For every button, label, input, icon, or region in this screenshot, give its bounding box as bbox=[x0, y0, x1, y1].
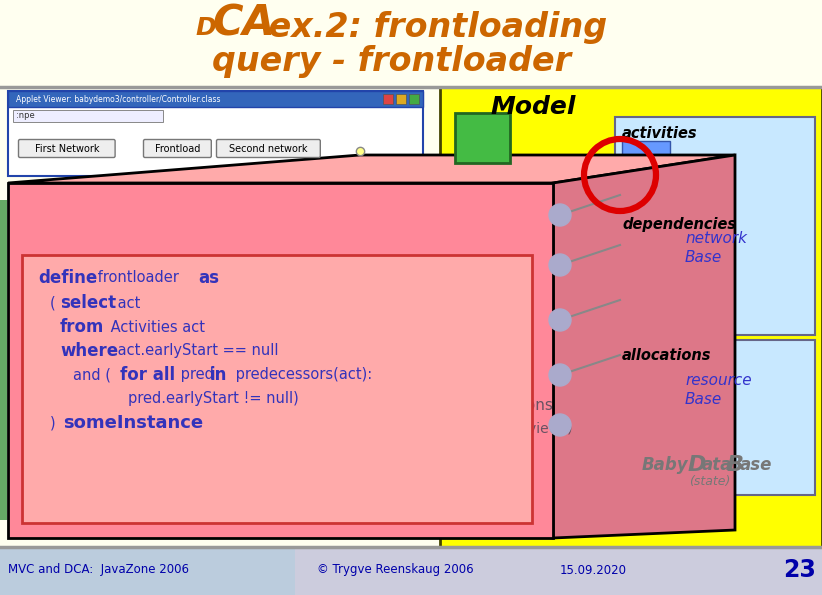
Text: Baby: Baby bbox=[641, 456, 688, 474]
Bar bbox=[409, 94, 419, 104]
Text: ex.2: frontloading: ex.2: frontloading bbox=[257, 11, 607, 45]
Text: activities: activities bbox=[622, 126, 698, 140]
Text: ): ) bbox=[50, 415, 60, 431]
Text: allocations: allocations bbox=[622, 349, 712, 364]
Text: First Network: First Network bbox=[35, 144, 99, 154]
Text: 23: 23 bbox=[783, 558, 816, 582]
Text: predecessors(act):: predecessors(act): bbox=[231, 368, 372, 383]
Text: © Trygve Reenskaug 2006: © Trygve Reenskaug 2006 bbox=[316, 563, 473, 577]
Text: act: act bbox=[113, 296, 141, 311]
Circle shape bbox=[549, 414, 571, 436]
Text: D: D bbox=[195, 16, 215, 40]
Bar bbox=[622, 160, 670, 177]
Polygon shape bbox=[8, 155, 735, 183]
Circle shape bbox=[549, 309, 571, 331]
Bar bbox=[0, 547, 295, 595]
Bar bbox=[615, 117, 815, 335]
Circle shape bbox=[549, 254, 571, 276]
Text: Applet Viewer: babydemo3/controller/Controller.class: Applet Viewer: babydemo3/controller/Cont… bbox=[16, 95, 220, 104]
Text: B: B bbox=[727, 455, 744, 475]
Bar bbox=[651, 252, 678, 269]
Text: ata: ata bbox=[702, 456, 732, 474]
Text: dependencies: dependencies bbox=[622, 218, 737, 233]
Text: select: select bbox=[60, 294, 116, 312]
Bar bbox=[622, 252, 649, 269]
Bar bbox=[622, 141, 670, 158]
Bar bbox=[622, 271, 649, 288]
Text: for all: for all bbox=[120, 366, 175, 384]
Text: (: ( bbox=[50, 296, 56, 311]
Bar bbox=[651, 233, 678, 250]
FancyBboxPatch shape bbox=[19, 139, 115, 158]
Bar bbox=[622, 198, 670, 215]
Text: pred: pred bbox=[176, 368, 219, 383]
Bar bbox=[622, 386, 670, 405]
Text: o’ations: o’ations bbox=[492, 397, 553, 412]
Bar bbox=[0, 547, 822, 595]
Text: CA: CA bbox=[212, 2, 275, 44]
Text: act.earlyStart == null: act.earlyStart == null bbox=[113, 343, 279, 359]
Bar bbox=[383, 94, 393, 104]
Text: MVC and DCA:  JavaZone 2006: MVC and DCA: JavaZone 2006 bbox=[8, 563, 189, 577]
Text: ase: ase bbox=[740, 456, 773, 474]
Text: D: D bbox=[688, 455, 706, 475]
Bar bbox=[455, 113, 510, 163]
Bar bbox=[396, 94, 406, 104]
FancyBboxPatch shape bbox=[216, 139, 321, 158]
Circle shape bbox=[549, 204, 571, 226]
Bar bbox=[440, 87, 822, 547]
Circle shape bbox=[549, 364, 571, 386]
Polygon shape bbox=[553, 155, 735, 538]
Text: pred.earlyStart != null): pred.earlyStart != null) bbox=[128, 392, 298, 406]
Text: frontloader: frontloader bbox=[93, 271, 183, 286]
Text: query - frontloader: query - frontloader bbox=[212, 45, 571, 79]
Bar bbox=[622, 179, 670, 196]
Bar bbox=[622, 428, 670, 447]
Text: in: in bbox=[210, 366, 228, 384]
Text: Second network: Second network bbox=[229, 144, 307, 154]
Bar bbox=[0, 200, 7, 520]
Bar bbox=[8, 91, 423, 176]
Text: :npe: :npe bbox=[16, 111, 35, 121]
Bar bbox=[13, 110, 163, 122]
Bar bbox=[622, 233, 649, 250]
Text: as: as bbox=[198, 269, 219, 287]
Text: someInstance: someInstance bbox=[63, 414, 203, 432]
Bar bbox=[8, 91, 423, 107]
Text: 15.09.2020: 15.09.2020 bbox=[560, 563, 627, 577]
Text: (state): (state) bbox=[690, 474, 731, 487]
Text: where: where bbox=[60, 342, 118, 360]
Bar bbox=[8, 183, 553, 538]
Text: network
Base: network Base bbox=[685, 231, 747, 265]
Bar bbox=[622, 365, 670, 384]
Text: resource
Base: resource Base bbox=[685, 373, 751, 407]
Text: data views): data views) bbox=[492, 421, 572, 435]
Text: Frontload: Frontload bbox=[155, 144, 200, 154]
Bar bbox=[22, 255, 532, 523]
Bar bbox=[615, 340, 815, 495]
Text: define: define bbox=[38, 269, 97, 287]
Text: Model: Model bbox=[490, 95, 575, 119]
Bar bbox=[651, 271, 678, 288]
Text: and (: and ( bbox=[73, 368, 111, 383]
Bar bbox=[622, 407, 670, 426]
Text: from: from bbox=[60, 318, 104, 336]
Text: Activities act: Activities act bbox=[106, 320, 205, 334]
FancyBboxPatch shape bbox=[144, 139, 211, 158]
